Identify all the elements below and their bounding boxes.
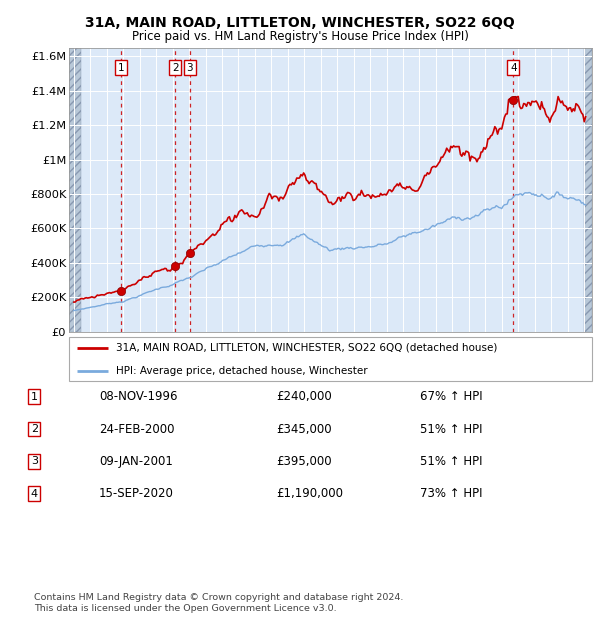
Text: 51% ↑ HPI: 51% ↑ HPI bbox=[420, 455, 482, 467]
Text: 51% ↑ HPI: 51% ↑ HPI bbox=[420, 423, 482, 435]
Bar bbox=[69, 48, 80, 332]
Text: 3: 3 bbox=[31, 456, 38, 466]
Text: Contains HM Land Registry data © Crown copyright and database right 2024.
This d: Contains HM Land Registry data © Crown c… bbox=[34, 593, 404, 613]
Text: 67% ↑ HPI: 67% ↑ HPI bbox=[420, 391, 482, 403]
Text: Price paid vs. HM Land Registry's House Price Index (HPI): Price paid vs. HM Land Registry's House … bbox=[131, 30, 469, 43]
Bar bbox=[584, 48, 592, 332]
Text: £345,000: £345,000 bbox=[276, 423, 332, 435]
Text: 4: 4 bbox=[31, 489, 38, 498]
Text: HPI: Average price, detached house, Winchester: HPI: Average price, detached house, Winc… bbox=[116, 366, 368, 376]
Text: 73% ↑ HPI: 73% ↑ HPI bbox=[420, 487, 482, 500]
Text: 4: 4 bbox=[510, 63, 517, 73]
Text: 31A, MAIN ROAD, LITTLETON, WINCHESTER, SO22 6QQ: 31A, MAIN ROAD, LITTLETON, WINCHESTER, S… bbox=[85, 16, 515, 30]
Text: 15-SEP-2020: 15-SEP-2020 bbox=[99, 487, 174, 500]
Text: 24-FEB-2000: 24-FEB-2000 bbox=[99, 423, 175, 435]
Text: £395,000: £395,000 bbox=[276, 455, 332, 467]
Text: 2: 2 bbox=[31, 424, 38, 434]
Text: 1: 1 bbox=[31, 392, 38, 402]
Text: 08-NOV-1996: 08-NOV-1996 bbox=[99, 391, 178, 403]
Bar bbox=[584, 48, 592, 332]
Bar bbox=[69, 48, 80, 332]
Text: £1,190,000: £1,190,000 bbox=[276, 487, 343, 500]
Text: 3: 3 bbox=[186, 63, 193, 73]
Text: 31A, MAIN ROAD, LITTLETON, WINCHESTER, SO22 6QQ (detached house): 31A, MAIN ROAD, LITTLETON, WINCHESTER, S… bbox=[116, 343, 497, 353]
Text: 09-JAN-2001: 09-JAN-2001 bbox=[99, 455, 173, 467]
Text: £240,000: £240,000 bbox=[276, 391, 332, 403]
Text: 2: 2 bbox=[172, 63, 178, 73]
Text: 1: 1 bbox=[118, 63, 124, 73]
